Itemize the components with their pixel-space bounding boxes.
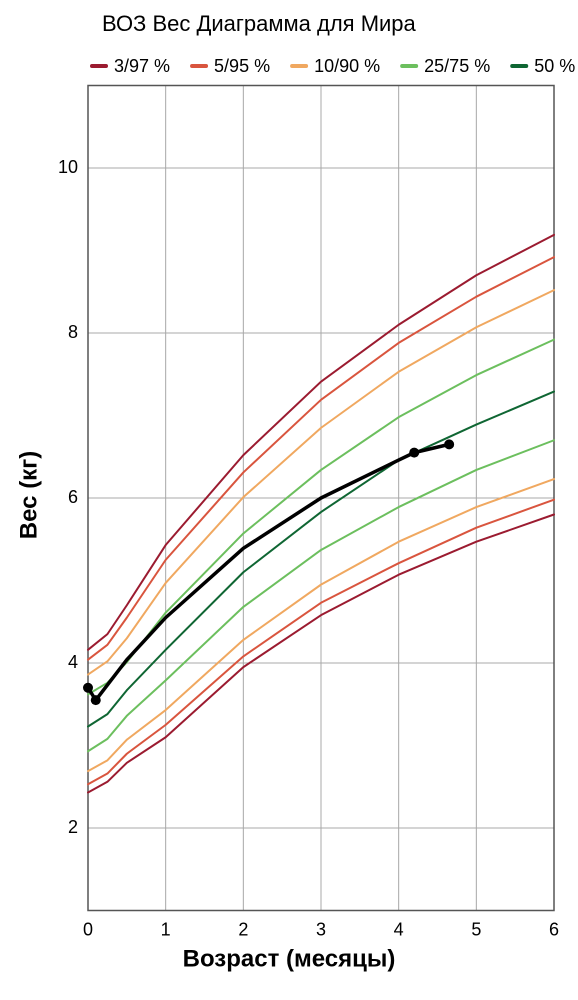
y-tick-label: 6 <box>68 487 78 507</box>
x-tick-label: 5 <box>471 919 481 939</box>
y-tick-label: 4 <box>68 652 78 672</box>
measurement-point <box>83 682 93 693</box>
y-tick-label: 8 <box>68 322 78 342</box>
percentile-line <box>87 478 555 773</box>
chart-title: ВОЗ Вес Диаграмма для Мира <box>102 11 417 36</box>
percentile-line <box>87 390 555 728</box>
percentile-line <box>87 439 555 753</box>
legend-label: 50 % <box>534 56 575 76</box>
x-axis-label: Возраст (месяцы) <box>183 945 396 972</box>
percentile-line <box>87 289 555 676</box>
percentile-line <box>87 233 555 651</box>
legend-label: 10/90 % <box>314 56 380 76</box>
legend-label: 3/97 % <box>114 56 170 76</box>
x-tick-label: 4 <box>394 919 404 939</box>
y-tick-label: 2 <box>68 817 78 837</box>
plot-frame <box>87 84 555 912</box>
measurement-point <box>444 439 455 450</box>
y-axis-label: Вес (кг) <box>15 451 42 539</box>
x-tick-label: 2 <box>238 919 248 939</box>
legend-label: 25/75 % <box>424 56 490 76</box>
measurement-point <box>90 695 101 706</box>
percentile-line <box>87 498 555 786</box>
measurement-point <box>409 447 420 458</box>
y-tick-label: 10 <box>58 157 78 177</box>
x-tick-label: 1 <box>161 919 171 939</box>
percentile-line <box>87 256 555 661</box>
x-tick-label: 3 <box>316 919 326 939</box>
legend-label: 5/95 % <box>214 56 270 76</box>
x-tick-label: 0 <box>83 919 93 939</box>
x-tick-label: 6 <box>549 919 559 939</box>
child-line <box>86 442 451 702</box>
percentile-line <box>87 513 555 794</box>
